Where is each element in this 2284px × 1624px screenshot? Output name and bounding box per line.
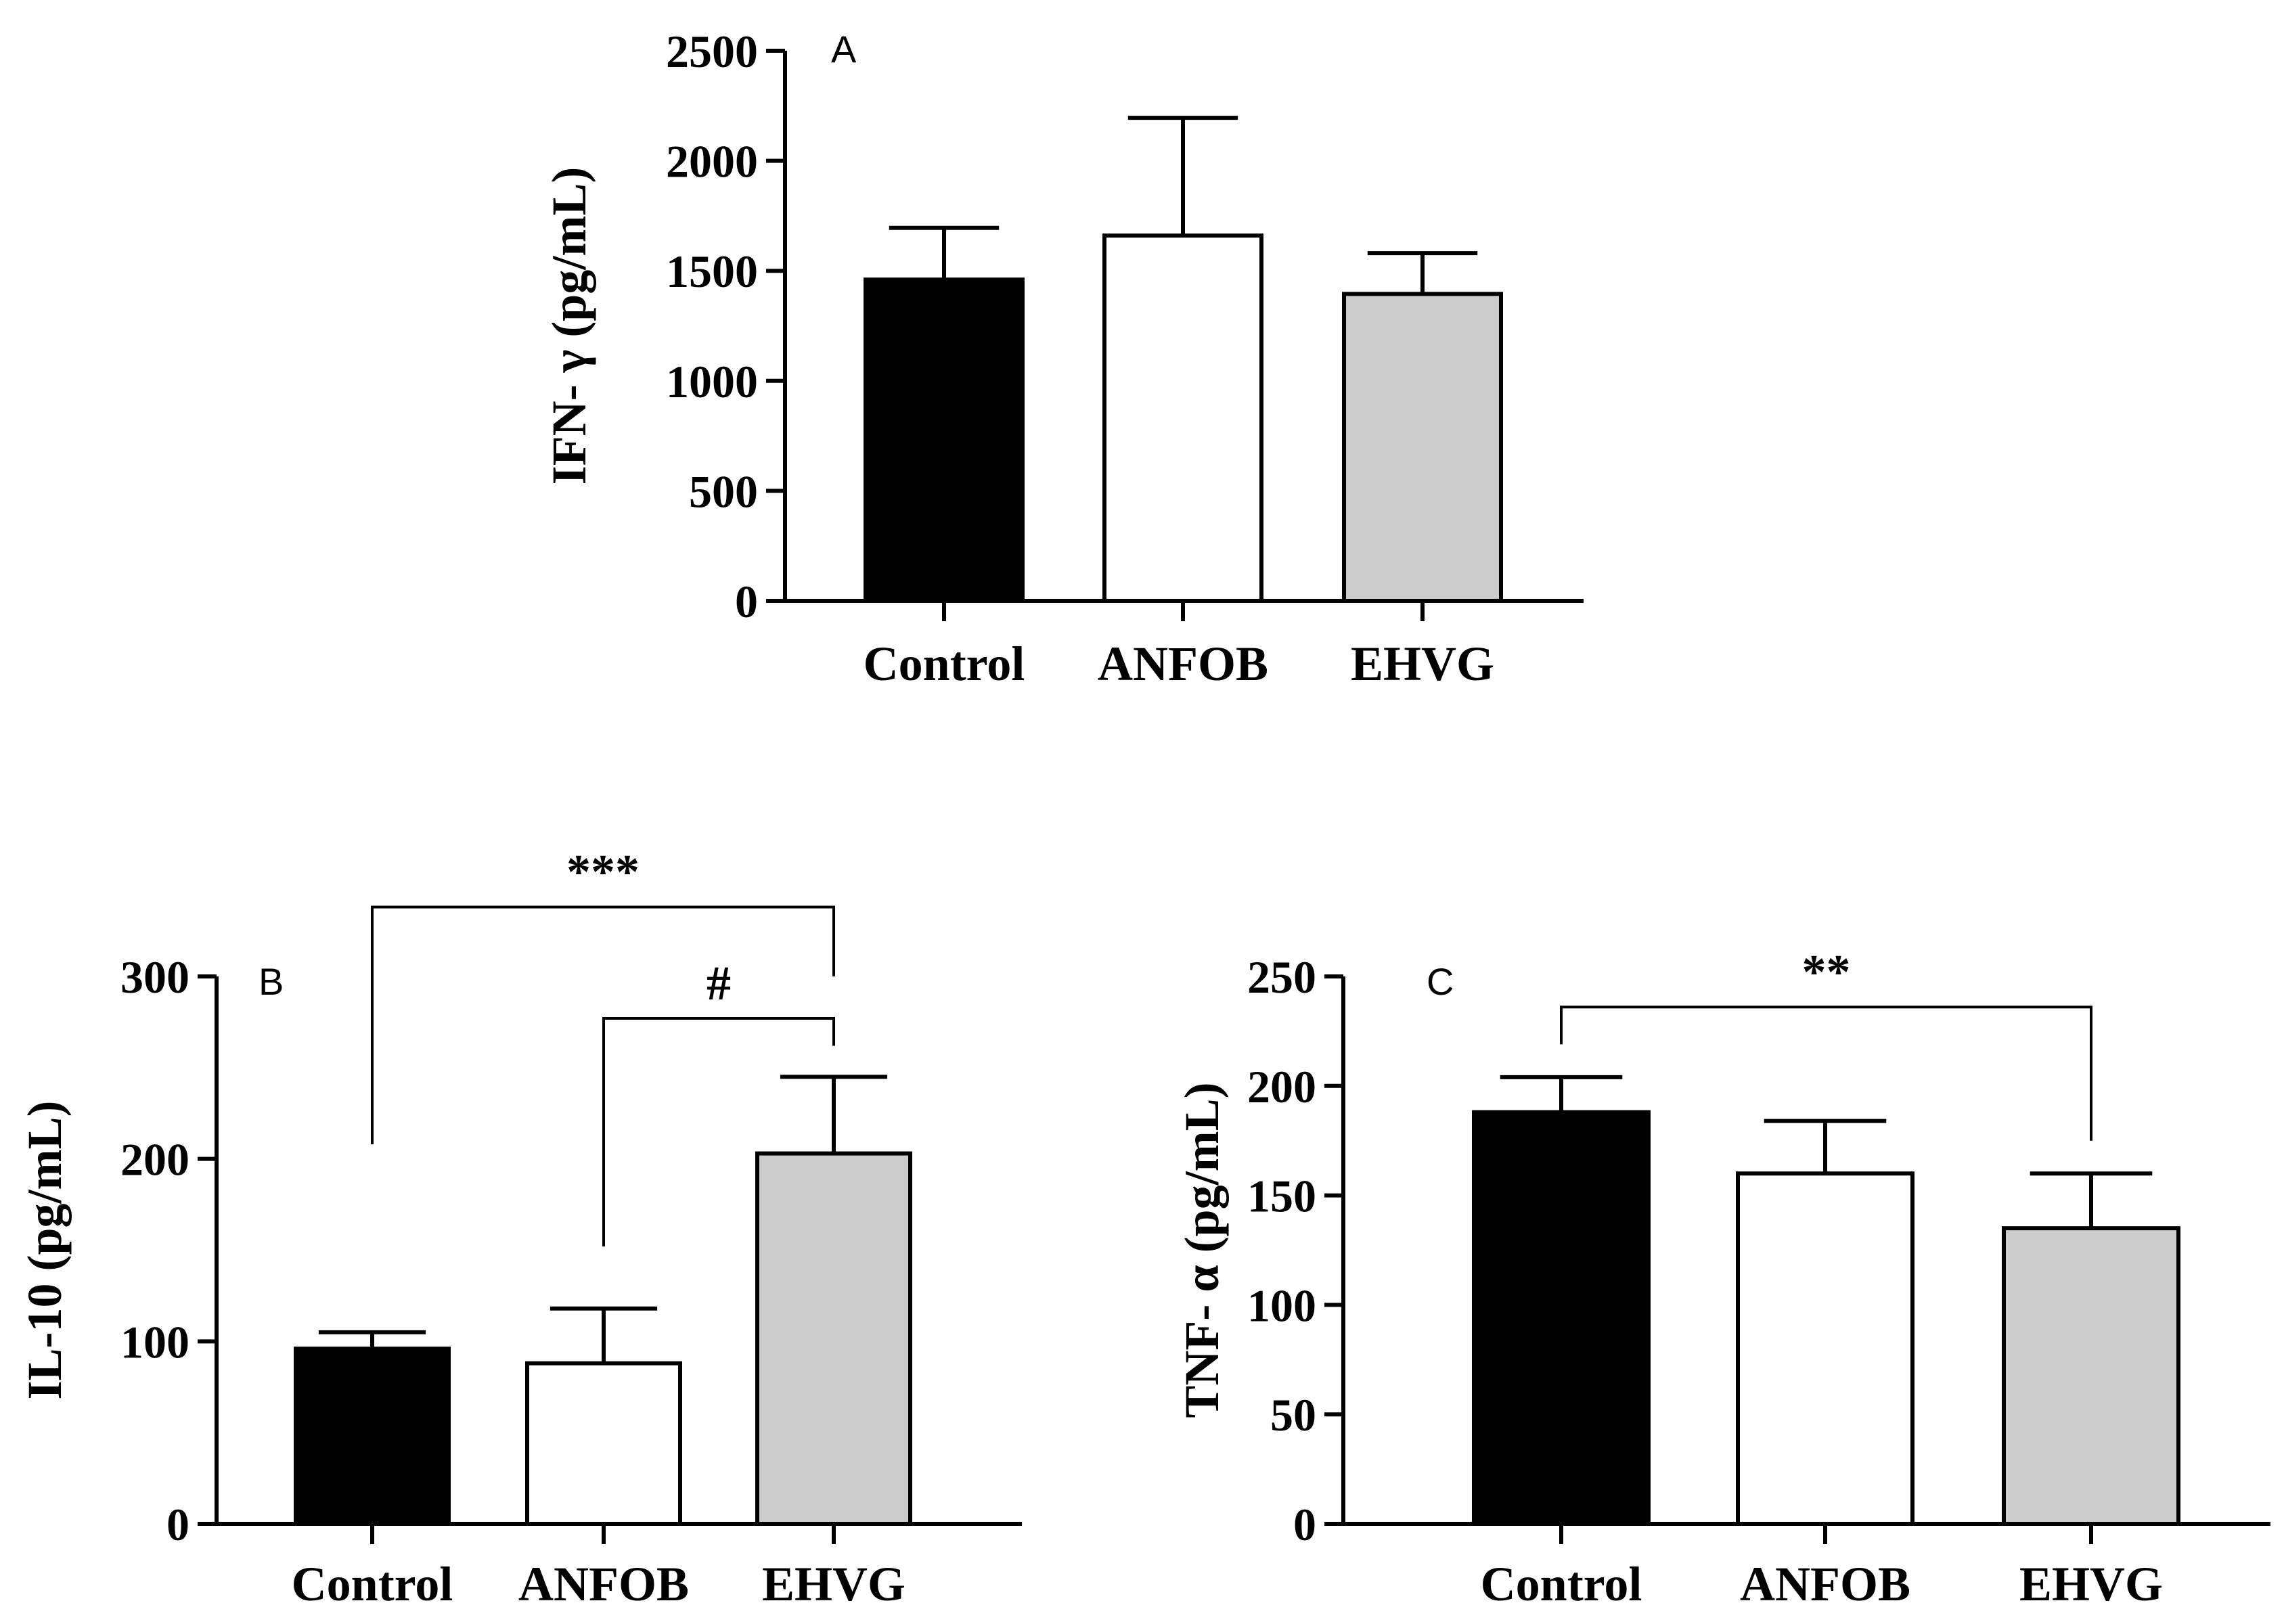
panel-b-significance-label: *** <box>566 845 640 899</box>
panel-c-category-label-ehvg: EHVG <box>2019 1557 2163 1611</box>
panel-b-bar-ehvg <box>755 1151 912 1526</box>
panel-b-significance-bracket <box>602 1017 835 1247</box>
panel-a-bar-ehvg <box>1342 292 1503 603</box>
panel-a-y-tick-label: 0 <box>735 576 758 627</box>
panel-a-y-tick-label: 1000 <box>666 356 758 407</box>
panel-b-bar-anfob <box>525 1361 682 1527</box>
panel-c-label: C <box>1427 960 1454 1003</box>
panel-a-y-tick-label: 2500 <box>666 26 758 77</box>
panel-a-category-label-anfob: ANFOB <box>1098 637 1268 691</box>
panel-c-y-tick-label: 50 <box>1270 1389 1316 1441</box>
panel-b-significance-bracket <box>371 905 835 1145</box>
panel-a-bar-anfob <box>1102 233 1263 603</box>
panel-b-y-tick-label: 100 <box>120 1316 189 1368</box>
panel-a-y-tick-label: 1500 <box>666 246 758 297</box>
panel-a-y-tick-label: 500 <box>689 466 758 517</box>
panel-a-category-label-ehvg: EHVG <box>1351 637 1494 691</box>
panel-b-category-label-control: Control <box>292 1557 453 1611</box>
panel-b-y-tick-label: 200 <box>120 1134 189 1186</box>
panel-c-y-tick-label: 200 <box>1247 1061 1316 1112</box>
panel-c-y-tick-label: 150 <box>1247 1171 1316 1222</box>
panel-b-y-axis-title: IL-10 (pg/mL) <box>18 1100 72 1399</box>
panel-b-category-label-ehvg: EHVG <box>762 1557 905 1611</box>
panel-b-y-tick-label: 300 <box>120 951 189 1003</box>
panel-b-bar-control <box>294 1347 451 1526</box>
panel-b-y-tick-label: 0 <box>166 1499 189 1550</box>
panel-b-label: B <box>259 960 284 1003</box>
panel-c-significance-label: ** <box>1802 945 1851 999</box>
panel-c-bar-anfob <box>1736 1171 1914 1526</box>
panel-c-category-label-anfob: ANFOB <box>1740 1557 1910 1611</box>
panel-a-y-tick-label: 2000 <box>666 136 758 187</box>
panel-c-significance-bracket <box>1560 1006 2092 1141</box>
panel-c-y-tick-label: 0 <box>1293 1499 1316 1550</box>
panel-b-significance-label: # <box>707 956 731 1010</box>
panel-c-bar-ehvg <box>2002 1226 2180 1526</box>
panel-c-bar-control <box>1472 1110 1651 1526</box>
panel-a-bar-control <box>864 277 1025 603</box>
panel-c-y-tick-label: 100 <box>1247 1280 1316 1331</box>
panel-b-category-label-anfob: ANFOB <box>518 1557 689 1611</box>
panel-c-y-axis-title: TNF- α (pg/mL) <box>1175 1082 1229 1418</box>
panel-a-label: A <box>831 28 857 70</box>
panel-a-y-axis-title: IFN- γ (pg/mL) <box>542 167 596 485</box>
panel-c-category-label-control: Control <box>1481 1557 1642 1611</box>
panel-c-y-tick-label: 250 <box>1247 951 1316 1003</box>
panel-a-category-label-control: Control <box>864 637 1025 691</box>
